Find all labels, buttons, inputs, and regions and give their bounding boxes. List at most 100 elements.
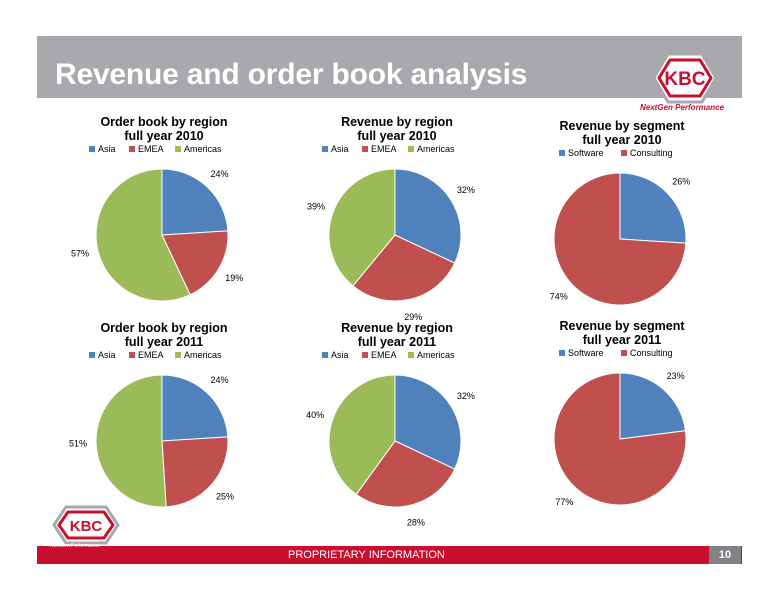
- legend-label-americas: Americas: [417, 350, 455, 360]
- footer-label: PROPRIETARY INFORMATION: [288, 549, 445, 561]
- footer-tagline: NextGen Performance: [50, 543, 100, 549]
- legend-swatch-emea: [362, 146, 368, 152]
- chart-title-line: full year 2011: [583, 333, 662, 347]
- chart-order-book-2011: Order book by region full year 2011 Asia EM…: [50, 318, 280, 513]
- legend-label-consulting: Consulting: [630, 348, 673, 358]
- pie-slice-asia: [161, 168, 229, 236]
- pie-slice-asia: [394, 374, 462, 470]
- page-title: Revenue and order book analysis: [55, 58, 528, 91]
- legend-label-emea: EMEA: [138, 350, 164, 360]
- chart-revenue-region-2010: Revenue by region full year 2010 Asia EMEA A…: [283, 112, 513, 322]
- chart-revenue-segment-2010: Revenue by segment full year 2010 Software…: [508, 116, 738, 311]
- page-number-box: 10: [709, 546, 741, 564]
- pie-slice-consulting: [553, 372, 687, 506]
- tagline: NextGen Performance: [640, 103, 725, 112]
- legend-swatch-consulting: [621, 350, 627, 356]
- legend-label-americas: Americas: [184, 144, 222, 154]
- legend-label-software: Software: [568, 148, 604, 158]
- footer-bar: PROPRIETARY INFORMATION 10: [37, 546, 742, 564]
- chart-title-line: full year 2010: [357, 129, 436, 143]
- logo-footer-text: KBC: [70, 518, 103, 535]
- legend-label-asia: Asia: [331, 350, 349, 360]
- legend-swatch-emea: [129, 146, 135, 152]
- chart-title-line: full year 2011: [358, 335, 437, 349]
- pie-slice-americas: [328, 374, 396, 496]
- legend-swatch-emea: [362, 352, 368, 358]
- pie-slice-asia: [394, 168, 462, 264]
- data-label-americas: 39%: [307, 202, 325, 212]
- chart-title-line: full year 2010: [124, 129, 203, 143]
- legend-label-americas: Americas: [417, 144, 455, 154]
- logo-text: KBC: [664, 69, 705, 90]
- data-label-asia: 32%: [457, 185, 475, 195]
- data-label-asia: 24%: [210, 169, 228, 179]
- pie-slice-emea: [352, 234, 456, 302]
- legend-swatch-asia: [322, 352, 328, 358]
- legend-swatch-americas: [408, 146, 414, 152]
- chart-revenue-region-2011: Revenue by region full year 2011 Asia EMEA A…: [283, 318, 513, 527]
- legend-label-emea: EMEA: [138, 144, 164, 154]
- chart-title-line: full year 2011: [125, 335, 204, 349]
- legend-swatch-software: [559, 350, 565, 356]
- chart-title-line: Order book by region: [100, 115, 227, 129]
- data-label-consulting: 74%: [550, 292, 568, 302]
- legend-swatch-americas: [175, 352, 181, 358]
- legend-label-asia: Asia: [98, 144, 116, 154]
- legend-swatch-americas: [175, 146, 181, 152]
- legend-swatch-asia: [89, 146, 95, 152]
- data-label-asia: 32%: [457, 391, 475, 401]
- legend-label-emea: EMEA: [371, 144, 397, 154]
- chart-title-line: full year 2010: [582, 133, 661, 147]
- data-label-emea: 28%: [407, 517, 425, 527]
- data-label-emea: 25%: [216, 492, 234, 502]
- chart-revenue-segment-2011: Revenue by segment full year 2011 Software…: [508, 316, 738, 511]
- data-label-asia: 24%: [210, 375, 228, 385]
- chart-title-line: Revenue by region: [341, 321, 453, 335]
- pie-slice-americas: [95, 168, 191, 302]
- legend-swatch-consulting: [621, 150, 627, 156]
- chart-order-book-2010: Order book by region full year 2010 Asia EM…: [50, 112, 280, 307]
- data-label-americas: 51%: [69, 439, 87, 449]
- kbc-logo-footer: KBC: [52, 505, 120, 545]
- legend-swatch-americas: [408, 352, 414, 358]
- pie-slice-americas: [328, 168, 396, 287]
- kbc-logo: KBC: [652, 52, 718, 104]
- data-label-americas: 57%: [71, 248, 89, 258]
- legend-swatch-asia: [89, 352, 95, 358]
- data-label-software: 26%: [672, 177, 690, 187]
- pie-slice-americas: [95, 374, 167, 508]
- legend-label-asia: Asia: [98, 350, 116, 360]
- chart-title-line: Order book by region: [100, 321, 227, 335]
- legend-swatch-software: [559, 150, 565, 156]
- legend-label-asia: Asia: [331, 144, 349, 154]
- legend-label-americas: Americas: [184, 350, 222, 360]
- legend-swatch-asia: [322, 146, 328, 152]
- pie-slice-software: [619, 372, 687, 440]
- legend-label-consulting: Consulting: [630, 148, 673, 158]
- page-number: 10: [718, 549, 732, 561]
- pie-slice-emea: [355, 440, 456, 508]
- legend-label-emea: EMEA: [371, 350, 397, 360]
- legend-label-software: Software: [568, 348, 604, 358]
- data-label-emea: 29%: [404, 312, 422, 322]
- legend-swatch-emea: [129, 352, 135, 358]
- data-label-emea: 19%: [225, 273, 243, 283]
- chart-title-line: Revenue by segment: [559, 319, 685, 333]
- pie-slice-emea: [161, 230, 229, 296]
- data-label-software: 23%: [667, 371, 685, 381]
- pie-slice-software: [619, 172, 687, 244]
- data-label-americas: 40%: [306, 410, 324, 420]
- chart-title-line: Revenue by region: [341, 115, 453, 129]
- data-label-consulting: 77%: [555, 497, 573, 507]
- pie-slice-consulting: [553, 172, 687, 306]
- title-bar: Revenue and order book analysis: [37, 36, 742, 98]
- pie-slice-asia: [161, 374, 229, 442]
- pie-slice-emea: [161, 436, 229, 508]
- chart-title-line: Revenue by segment: [559, 119, 685, 133]
